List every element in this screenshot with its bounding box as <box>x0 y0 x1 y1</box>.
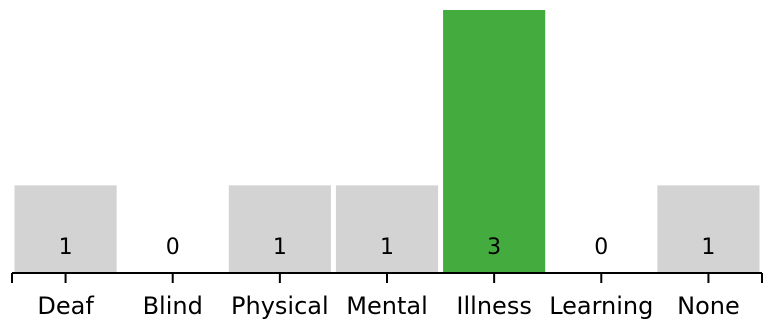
x-tick-label-mental: Mental <box>346 292 427 320</box>
bar-mental <box>335 185 439 273</box>
value-label-none: 1 <box>701 235 715 260</box>
bar-illness <box>443 10 546 273</box>
value-label-physical: 1 <box>273 235 287 260</box>
x-tick-label-deaf: Deaf <box>37 292 94 320</box>
value-label-illness: 3 <box>487 235 501 260</box>
x-tick-label-blind: Blind <box>143 292 203 320</box>
value-labels-group: 1 0 1 1 3 0 1 <box>59 235 716 260</box>
x-axis: Deaf Blind Physical Mental Illness Learning No… <box>11 272 763 320</box>
value-label-deaf: 1 <box>59 235 73 260</box>
value-label-mental: 1 <box>380 235 394 260</box>
x-tick-label-none: None <box>677 292 740 320</box>
bar-none <box>657 185 760 273</box>
bars-group <box>14 10 760 273</box>
bar-deaf <box>14 185 117 273</box>
x-tick-label-illness: Illness <box>456 292 531 320</box>
bar-physical <box>228 185 331 273</box>
x-tick-label-physical: Physical <box>231 292 329 320</box>
x-tick-label-learning: Learning <box>549 292 653 320</box>
value-label-learning: 0 <box>594 235 608 260</box>
value-label-blind: 0 <box>166 235 180 260</box>
